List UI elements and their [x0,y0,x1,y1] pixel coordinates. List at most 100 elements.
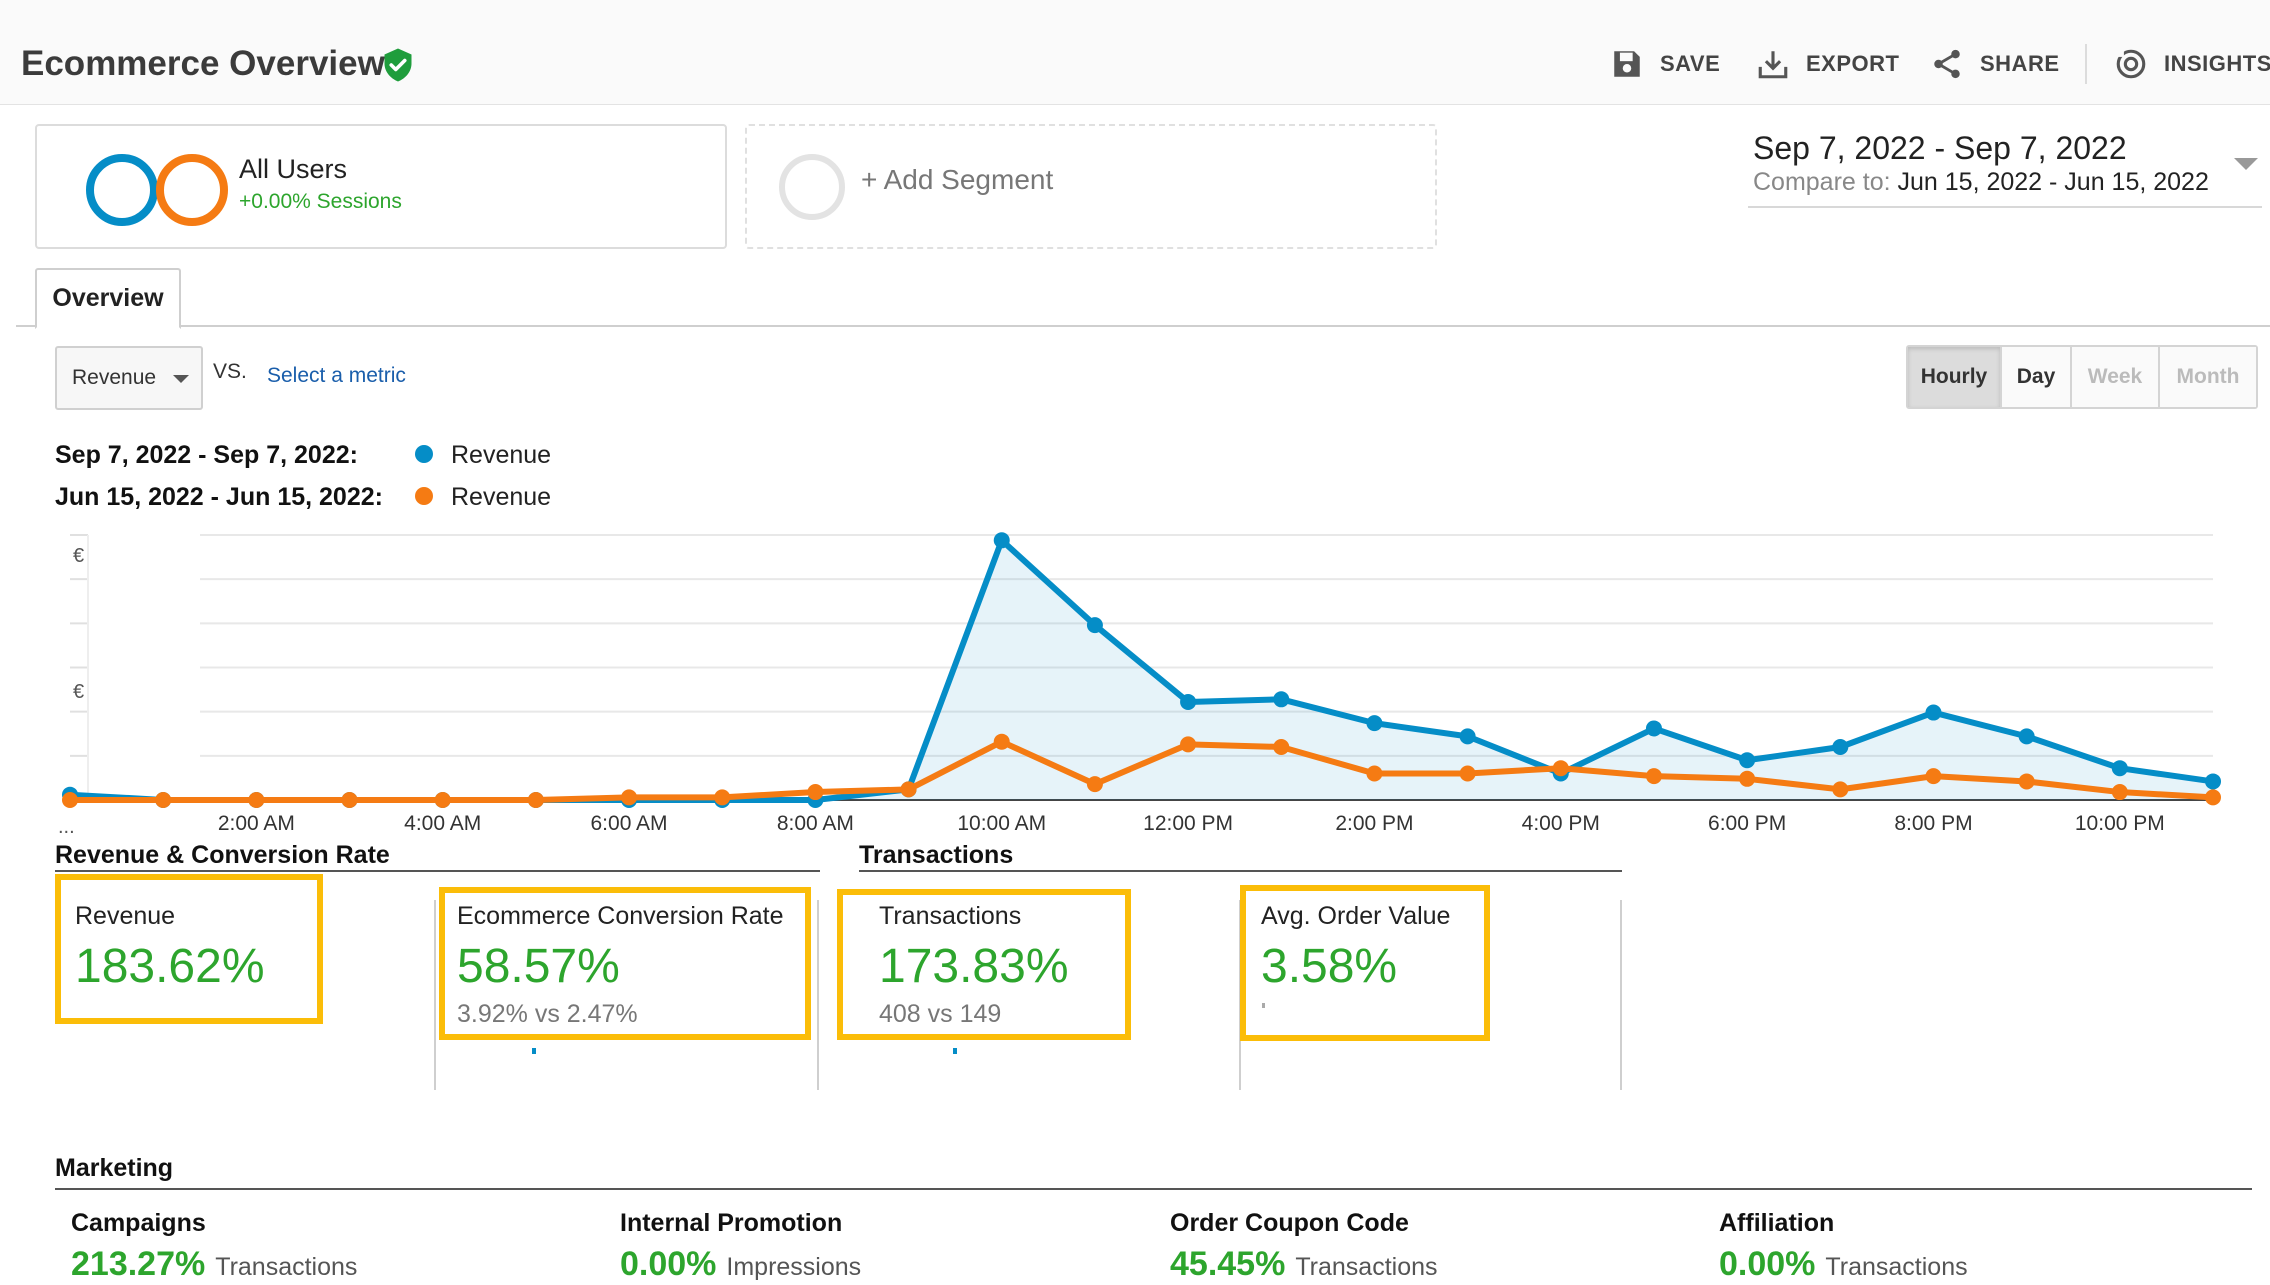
card-transactions-value: 173.83% [879,940,1069,993]
month-button[interactable]: Month [2160,347,2256,407]
chart-x-tick-label: 10:00 AM [957,812,1046,835]
chart-point-current [2205,773,2221,790]
compare-dates: Jun 15, 2022 - Jun 15, 2022 [1897,168,2209,196]
chart-x-tick-label: 6:00 AM [591,812,668,835]
chart-x-tick-label: 8:00 PM [1894,812,1972,835]
marketing-campaigns-label: Campaigns [71,1209,206,1237]
chart-point-current [1739,752,1756,769]
highlight-avg-order-value [1240,885,1490,1041]
legend-series-compare: Revenue [451,483,552,511]
chart-point-compare [993,733,1010,750]
section-revenue-title: Revenue & Conversion Rate [55,841,390,869]
day-button[interactable]: Day [2002,347,2072,407]
chart-point-current [1366,715,1383,732]
segment-sessions: +0.00% Sessions [239,190,402,213]
chart-point-compare [434,792,451,808]
chart-x-tick-label: ... [58,816,75,838]
card-aov-value: 3.58% [1261,940,1398,993]
chart-x-tick-label: 2:00 PM [1335,812,1413,835]
chart-point-compare [1739,770,1756,787]
metric-dropdown[interactable]: Revenue [55,346,203,410]
chart-point-compare [1366,765,1383,782]
marketing-affiliation-value[interactable]: 0.00% Transactions [1719,1245,1968,1284]
export-label: EXPORT [1806,51,1900,76]
segment-blue-ring-icon [86,154,158,226]
segment-all-users[interactable]: All Users +0.00% Sessions [35,124,727,249]
add-segment-label: + Add Segment [861,164,1054,195]
marketing-coupon-value[interactable]: 45.45% Transactions [1170,1245,1438,1284]
save-button[interactable]: SAVE [1610,44,1720,84]
chart-point-current [1180,693,1197,710]
card-conversion-comparison: 3.92% vs 2.47% [457,1000,638,1028]
chart-point-current [1459,728,1476,745]
highlight-conversion-rate [439,887,811,1040]
page-title: Ecommerce Overview [21,44,385,83]
section-transactions-title: Transactions [859,841,1014,869]
section-transactions-rule [859,870,1622,872]
marketing-campaigns-value[interactable]: 213.27% Transactions [71,1245,357,1284]
chart-point-current [2111,760,2128,777]
chart-point-compare [2018,773,2035,790]
card-conversion-value: 58.57% [457,940,620,993]
chart-point-compare [2205,789,2221,806]
week-button[interactable]: Week [2072,347,2160,407]
date-range-picker[interactable]: Sep 7, 2022 - Sep 7, 2022 Compare to: Ju… [1748,130,2262,208]
chart-point-current [1086,617,1103,634]
sparkline-mark [953,1048,957,1054]
marketing-campaigns-unit: Transactions [215,1253,358,1281]
header-divider [2085,44,2087,84]
chart-point-compare [341,792,358,808]
legend-blue-dot-icon [415,445,433,463]
chart-x-tick-label: 8:00 AM [777,812,854,835]
marketing-internal-promotion-value[interactable]: 0.00% Impressions [620,1245,861,1284]
section-marketing-rule [55,1188,2252,1190]
export-icon [1758,51,1788,79]
insights-button[interactable]: INSIGHTS [2114,44,2270,84]
export-button[interactable]: EXPORT [1756,44,1899,84]
section-revenue-rule [55,870,820,872]
add-segment-ring-icon [779,154,845,220]
revenue-line-chart: € €... 2:00 AM 4:00 AM 6:00 AM 8:00 AM 10:00 A… [58,532,2221,838]
section-marketing-title: Marketing [55,1154,174,1182]
chart-point-compare [527,792,544,808]
card-separator [1620,900,1622,1090]
compare-prefix: Compare to: [1753,168,1891,196]
legend-orange-dot-icon [415,487,433,505]
chart-point-compare [1925,768,1942,785]
chart-point-compare [248,792,265,808]
highlight-transactions [837,889,1131,1040]
chart-point-compare [1552,760,1569,777]
select-metric-link[interactable]: Select a metric [267,364,406,387]
chart-x-tick-label: 6:00 PM [1708,812,1786,835]
header-bar [0,0,2270,105]
insights-icon [2116,49,2146,79]
hourly-button[interactable]: Hourly [1908,347,2002,407]
card-conversion-rate[interactable]: Ecommerce Conversion Rate 58.57% 3.92% v… [457,902,797,1032]
chevron-down-icon[interactable] [2234,158,2258,170]
marketing-coupon-number: 45.45% [1170,1245,1286,1283]
card-conversion-label: Ecommerce Conversion Rate [457,902,784,930]
card-avg-order-value[interactable]: Avg. Order Value 3.58% [1261,902,1501,1032]
card-separator [434,900,436,1090]
add-segment-button[interactable]: + Add Segment [745,124,1437,249]
share-button[interactable]: SHARE [1930,44,2060,84]
chart-point-current [1832,739,1849,755]
marketing-internal-promotion-number: 0.00% [620,1245,717,1283]
chart-line-compare [70,738,2214,803]
tab-overview[interactable]: Overview [35,268,181,329]
segment-name: All Users [239,154,348,184]
sparkline-mark [1262,1003,1265,1008]
chart-point-current [993,532,1010,549]
chart-area-fill [70,540,2213,800]
caret-down-icon [173,375,189,383]
chart-point-compare [900,781,917,798]
card-revenue[interactable]: Revenue 183.62% [75,902,315,1002]
card-aov-label: Avg. Order Value [1261,902,1451,930]
share-icon [1934,49,1960,79]
marketing-affiliation-unit: Transactions [1825,1253,1968,1281]
card-separator [817,900,819,1090]
chart-x-tick-label: 2:00 AM [218,812,295,835]
chart-x-tick-label: 10:00 PM [2075,812,2165,835]
chart-y-tick-label: € [73,681,84,703]
card-transactions[interactable]: Transactions 173.83% 408 vs 149 [879,902,1119,1032]
